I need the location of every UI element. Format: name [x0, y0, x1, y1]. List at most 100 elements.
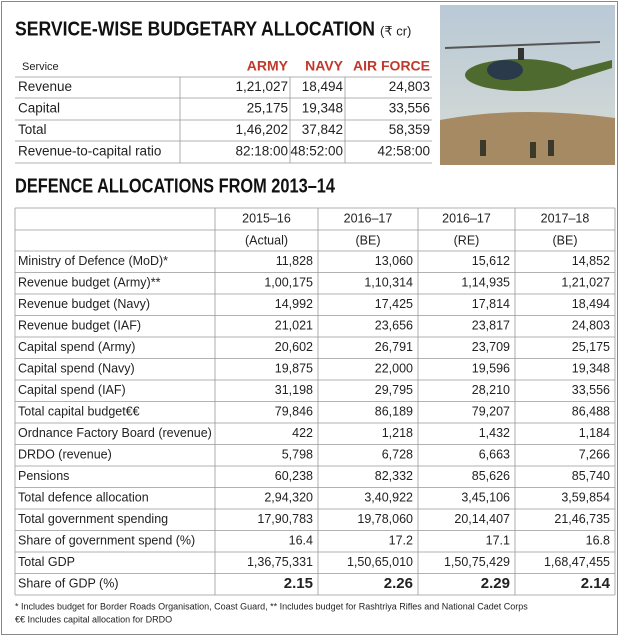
- row-label: Share of GDP (%): [18, 577, 119, 591]
- cell: 33,556: [389, 101, 430, 116]
- cell: 1,46,202: [235, 122, 288, 137]
- cell: 1,21,027: [561, 276, 610, 290]
- cell: 23,656: [375, 319, 413, 333]
- title: SERVICE-WISE BUDGETARY ALLOCATION: [15, 18, 375, 40]
- cell: 19,596: [472, 362, 510, 376]
- cell: 17,814: [472, 297, 510, 311]
- cell: 1,218: [382, 426, 413, 440]
- cell: 14,852: [572, 254, 610, 268]
- row-label: Capital: [18, 101, 60, 116]
- cell: 85,626: [472, 469, 510, 483]
- row-label: Share of government spend (%): [18, 534, 195, 548]
- cell: 1,21,027: [235, 79, 288, 94]
- cell: 24,803: [389, 79, 430, 94]
- cell: 1,50,75,429: [444, 555, 510, 569]
- row-label: Total capital budget€€: [18, 405, 140, 419]
- cell: 42:58:00: [377, 144, 430, 159]
- footnote: * Includes budget for Border Roads Organ…: [15, 601, 528, 611]
- col-subheader: (BE): [553, 233, 578, 247]
- header: ARMY: [247, 58, 289, 74]
- cell: 11,828: [276, 254, 313, 268]
- col-header: 2016–17: [344, 211, 393, 225]
- cell: 25,175: [247, 101, 288, 116]
- cell: 7,266: [579, 448, 610, 462]
- title: DEFENCE ALLOCATIONS FROM 2013–14: [15, 175, 336, 197]
- row-label: Pensions: [18, 469, 69, 483]
- col-subheader: (Actual): [245, 233, 288, 247]
- photo: [440, 5, 615, 165]
- cell: 3,40,922: [364, 491, 413, 505]
- cell: 17.1: [486, 534, 510, 548]
- row-label: Capital spend (Army): [18, 340, 135, 354]
- row-label: Total GDP: [18, 555, 75, 569]
- row-label: Ordnance Factory Board (revenue): [18, 426, 212, 440]
- cell: 16.8: [586, 534, 610, 548]
- col-subheader: (RE): [454, 233, 480, 247]
- cell: 2.26: [384, 575, 413, 592]
- cell: 26,791: [375, 340, 413, 354]
- cell: 21,021: [275, 319, 313, 333]
- cell: 17,425: [375, 297, 413, 311]
- cell: 2.15: [284, 575, 313, 592]
- cell: 3,45,106: [461, 491, 510, 505]
- row-label: Revenue budget (Army)**: [18, 276, 161, 290]
- cell: 21,46,735: [554, 512, 610, 526]
- cell: 1,00,175: [264, 276, 313, 290]
- cell: 86,488: [572, 405, 610, 419]
- cell: 60,238: [275, 469, 313, 483]
- cell: 1,432: [479, 426, 510, 440]
- cell: 6,663: [479, 448, 510, 462]
- cell: 29,795: [375, 383, 413, 397]
- cell: 5,798: [282, 448, 313, 462]
- cell: 19,78,060: [357, 512, 413, 526]
- cell: 58,359: [389, 122, 430, 137]
- cell: 3,59,854: [561, 491, 610, 505]
- cell: 19,348: [302, 101, 343, 116]
- cell: 82,332: [375, 469, 413, 483]
- cell: 24,803: [572, 319, 610, 333]
- row-label: Total: [18, 122, 47, 137]
- cell: 18,494: [302, 79, 344, 94]
- cell: 1,36,75,331: [247, 555, 313, 569]
- cell: 1,10,314: [364, 276, 413, 290]
- footnote: €€ Includes capital allocation for DRDO: [15, 614, 172, 624]
- cell: 19,348: [572, 362, 610, 376]
- cell: 22,000: [375, 362, 413, 376]
- cell: 25,175: [572, 340, 610, 354]
- row-label: DRDO (revenue): [18, 448, 112, 462]
- col-header: 2016–17: [442, 211, 491, 225]
- header: NAVY: [305, 58, 344, 74]
- cell: 28,210: [472, 383, 510, 397]
- header: Service: [22, 61, 59, 73]
- cell: 2.29: [481, 575, 510, 592]
- cell: 18,494: [572, 297, 610, 311]
- cell: 2,94,320: [264, 491, 313, 505]
- unit: (₹ cr): [380, 23, 411, 38]
- row-label: Total defence allocation: [18, 491, 149, 505]
- cell: 20,602: [275, 340, 313, 354]
- cell: 1,184: [579, 426, 610, 440]
- row-label: Revenue budget (Navy): [18, 297, 150, 311]
- cell: 6,728: [382, 448, 413, 462]
- cell: 1,14,935: [461, 276, 510, 290]
- cell: 19,875: [275, 362, 313, 376]
- cell: 16.4: [289, 534, 313, 548]
- cell: 23,817: [472, 319, 510, 333]
- cell: 17.2: [389, 534, 413, 548]
- cell: 79,207: [472, 405, 510, 419]
- cell: 15,612: [472, 254, 510, 268]
- header: AIR FORCE: [353, 58, 430, 74]
- cell: 79,846: [275, 405, 313, 419]
- row-label: Total government spending: [18, 512, 168, 526]
- cell: 2.14: [581, 575, 611, 592]
- row-label: Revenue: [18, 79, 72, 94]
- cell: 33,556: [572, 383, 610, 397]
- row-label: Ministry of Defence (MoD)*: [18, 254, 168, 268]
- cell: 82:18:00: [235, 144, 288, 159]
- row-label: Revenue-to-capital ratio: [18, 144, 161, 159]
- cell: 37,842: [302, 122, 343, 137]
- row-label: Revenue budget (IAF): [18, 319, 141, 333]
- cell: 85,740: [572, 469, 610, 483]
- row-label: Capital spend (Navy): [18, 362, 135, 376]
